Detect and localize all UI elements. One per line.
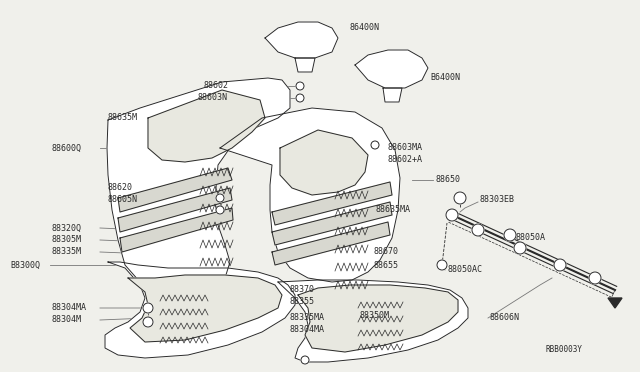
Text: B6400N: B6400N [430,74,460,83]
Polygon shape [295,58,315,72]
Polygon shape [272,182,392,225]
Polygon shape [220,108,400,282]
Circle shape [296,94,304,102]
Polygon shape [272,202,392,245]
Text: RBB0003Y: RBB0003Y [545,346,582,355]
Text: 88303EB: 88303EB [480,196,515,205]
Text: 88305M: 88305M [52,235,82,244]
Text: 88606N: 88606N [490,314,520,323]
Text: 88603N: 88603N [198,93,228,102]
Polygon shape [148,90,265,162]
Text: 88670: 88670 [373,247,398,257]
Circle shape [472,224,484,236]
Circle shape [514,242,526,254]
Polygon shape [118,168,232,212]
Polygon shape [272,222,390,265]
Text: 88350M: 88350M [360,311,390,320]
Polygon shape [280,130,368,195]
Text: 88650: 88650 [435,176,460,185]
Polygon shape [128,275,282,342]
Text: 86400N: 86400N [350,23,380,32]
Text: 88050A: 88050A [515,234,545,243]
Circle shape [554,259,566,271]
Text: 88320Q: 88320Q [52,224,82,232]
Circle shape [301,356,309,364]
Text: 88304M: 88304M [52,315,82,324]
Circle shape [504,229,516,241]
Text: 88620: 88620 [108,183,133,192]
Circle shape [371,141,379,149]
Text: 88304MA: 88304MA [290,326,325,334]
Text: 88602+A: 88602+A [387,155,422,164]
Text: 88355: 88355 [290,298,315,307]
Circle shape [216,206,224,214]
Text: 88600Q: 88600Q [52,144,82,153]
Polygon shape [278,280,468,362]
Text: 88304MA: 88304MA [52,304,87,312]
Circle shape [437,260,447,270]
Text: 88335M: 88335M [52,247,82,257]
Polygon shape [107,78,290,295]
Circle shape [589,272,601,284]
Circle shape [216,194,224,202]
Polygon shape [355,50,428,88]
Text: 88370: 88370 [290,285,315,295]
Text: 88602: 88602 [203,80,228,90]
Text: 88635MA: 88635MA [375,205,410,215]
Text: B8300Q: B8300Q [10,260,40,269]
Text: 88335MA: 88335MA [290,314,325,323]
Circle shape [143,317,153,327]
Text: 88050AC: 88050AC [448,266,483,275]
Polygon shape [298,285,458,352]
Text: 88603MA: 88603MA [387,144,422,153]
Polygon shape [120,208,233,252]
Polygon shape [608,298,622,308]
Polygon shape [118,188,232,232]
Polygon shape [265,22,338,58]
Polygon shape [383,88,402,102]
Text: 88655: 88655 [373,260,398,269]
Circle shape [143,303,153,313]
Text: 88605N: 88605N [108,196,138,205]
Circle shape [296,82,304,90]
Circle shape [446,209,458,221]
Circle shape [454,192,466,204]
Polygon shape [105,262,295,358]
Text: 88635M: 88635M [108,113,138,122]
